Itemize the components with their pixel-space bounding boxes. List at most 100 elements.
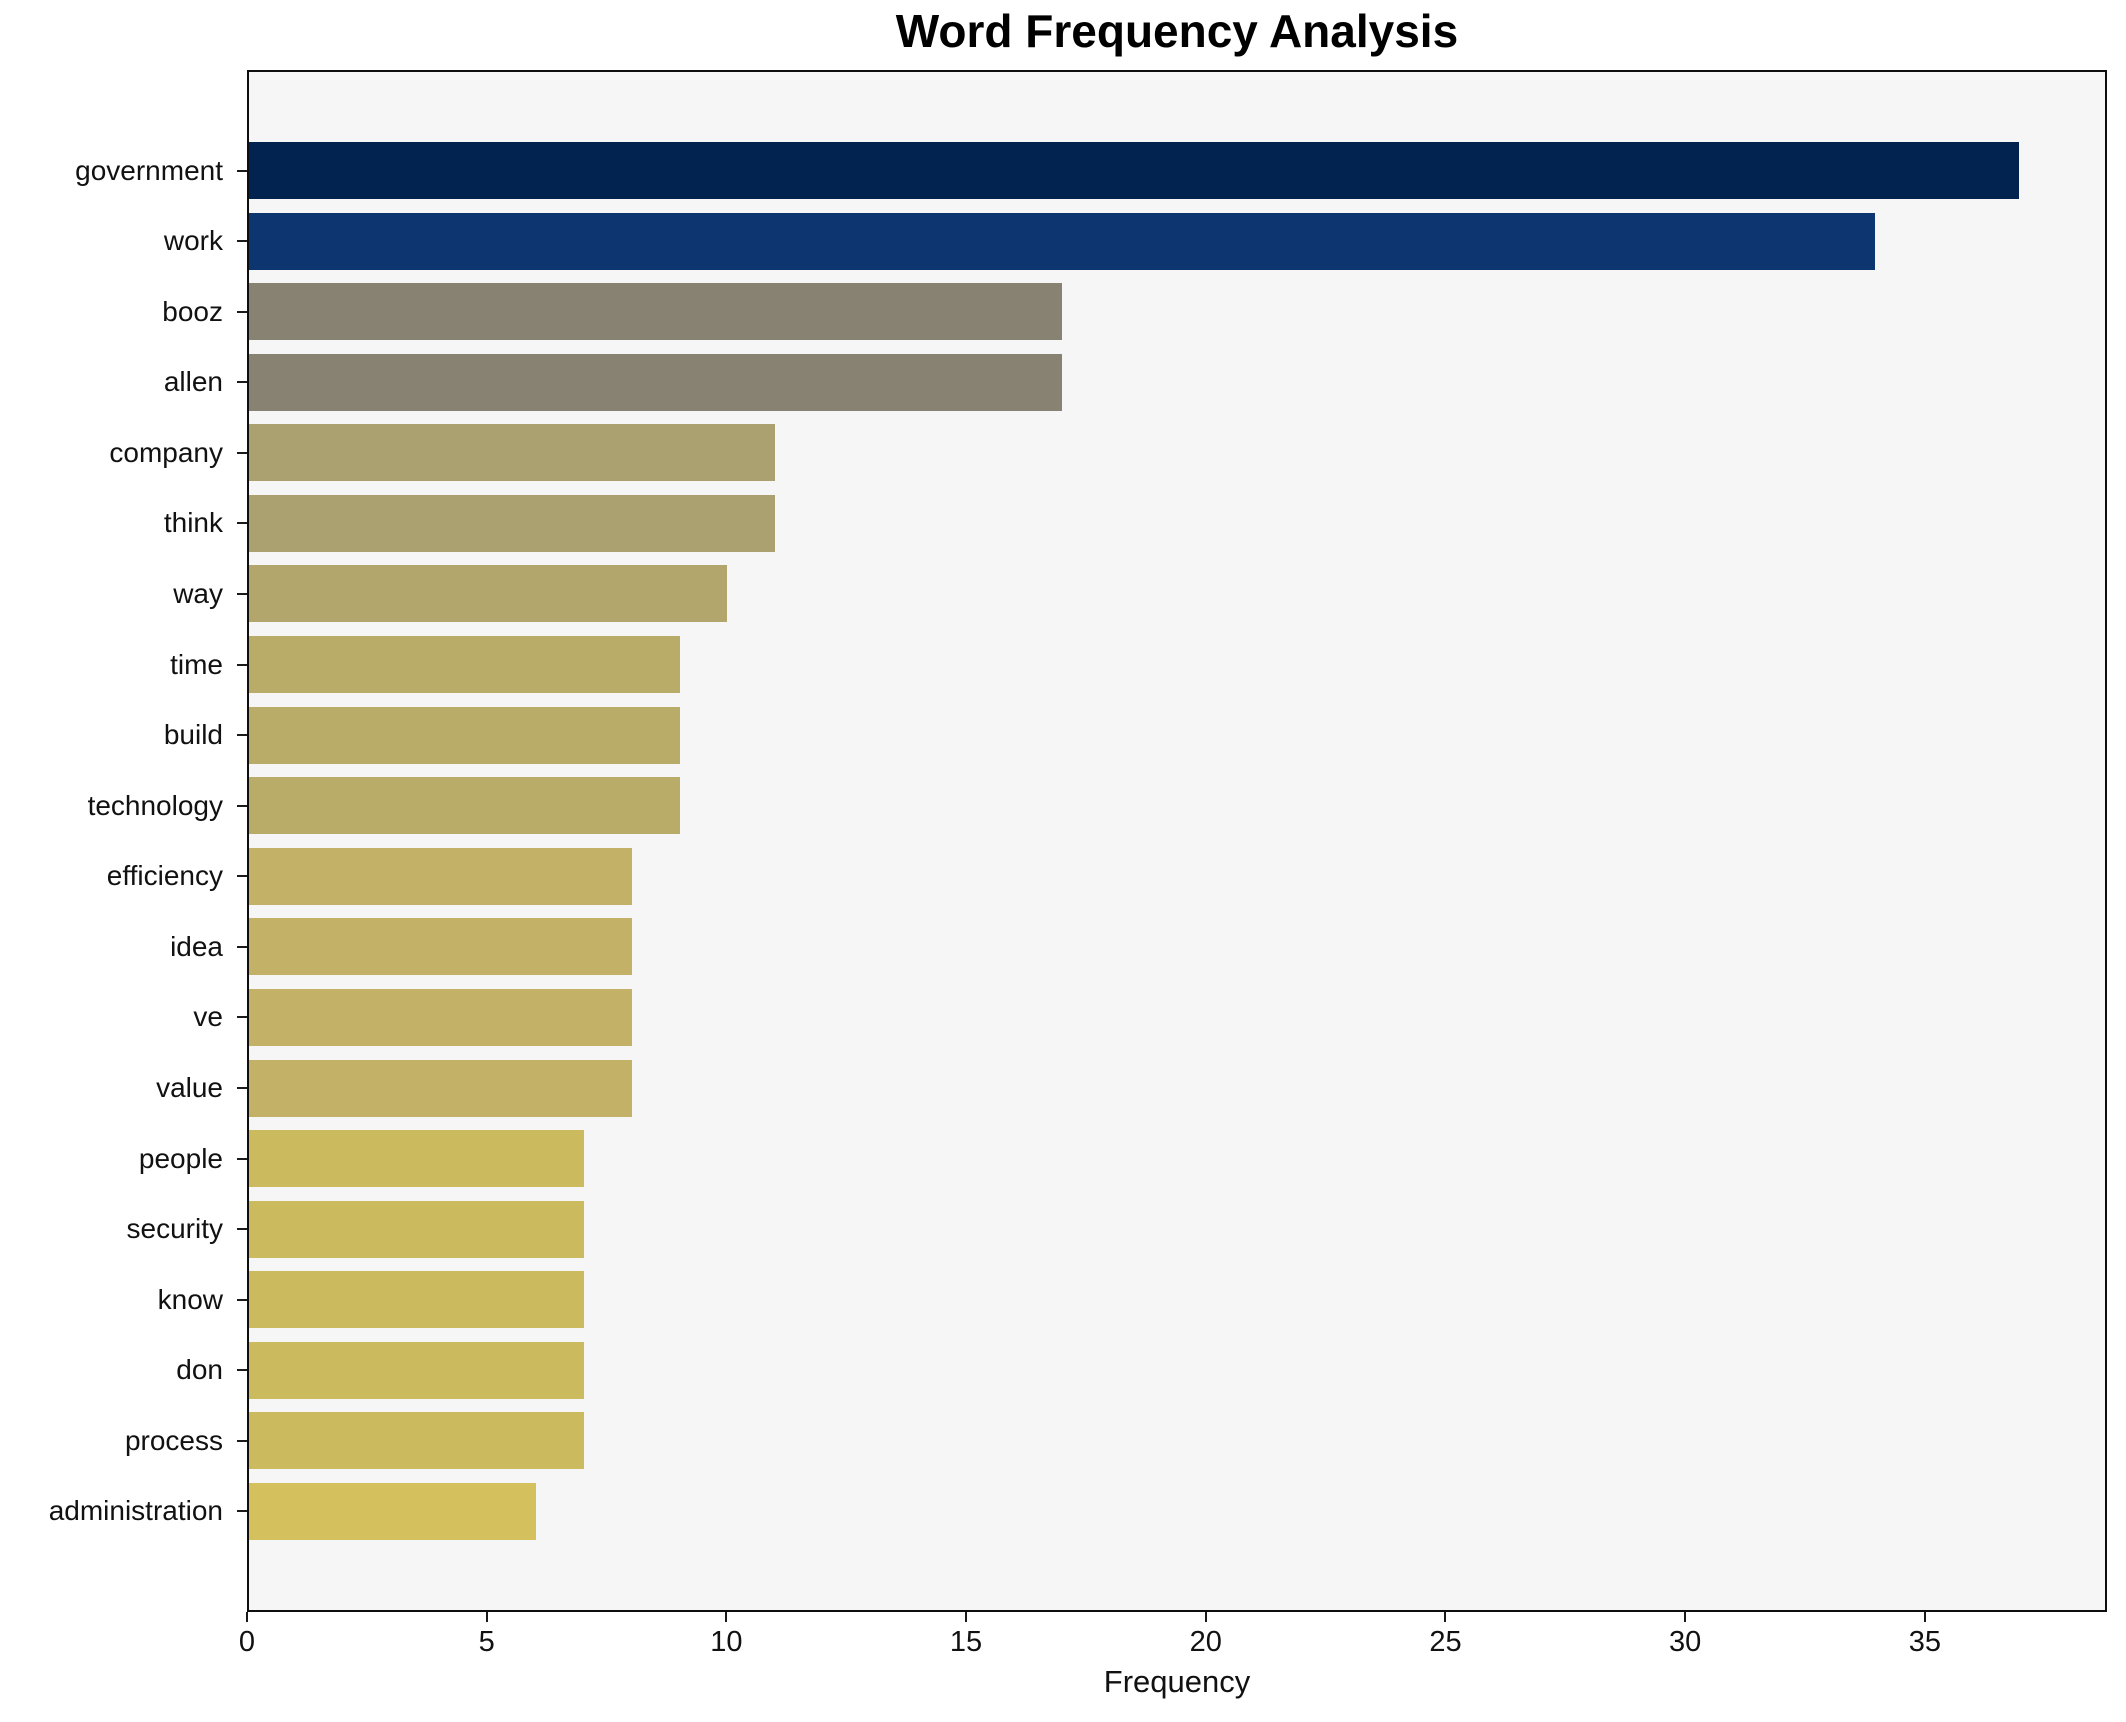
bar <box>249 1059 632 1117</box>
x-tick-mark <box>485 1612 488 1622</box>
x-axis: 0 5 10 15 20 25 30 35 <box>239 1612 2107 1672</box>
bars-area: government work booz allen company think way ti… <box>49 72 2105 1610</box>
y-tick-label: security <box>126 1213 223 1245</box>
y-tick-label: company <box>109 436 223 468</box>
y-tick-label: think <box>163 507 223 539</box>
bar <box>249 1200 584 1258</box>
bar-row: way <box>173 565 2105 623</box>
bar <box>249 988 632 1046</box>
y-tick-mark <box>237 169 247 172</box>
y-tick-mark <box>237 1369 247 1372</box>
bar-row: security <box>127 1200 2105 1258</box>
bar-row: company <box>109 424 2105 482</box>
y-tick-mark <box>237 875 247 878</box>
bar <box>249 353 1063 411</box>
bar <box>249 1130 584 1188</box>
y-tick-label: government <box>75 154 223 186</box>
y-tick-mark <box>237 592 247 595</box>
x-tick-mark <box>1444 1612 1447 1622</box>
y-tick-label: build <box>163 719 223 751</box>
y-tick-label: idea <box>170 930 223 962</box>
y-tick-mark <box>237 310 247 313</box>
x-tick-mark <box>1923 1612 1926 1622</box>
y-tick-label: time <box>170 648 223 680</box>
x-tick-label: 20 <box>1189 1626 1222 1658</box>
y-tick-label: booz <box>162 295 223 327</box>
bar <box>249 424 776 482</box>
plot-area: government work booz allen company think way ti… <box>49 70 2107 1612</box>
y-tick-label: way <box>173 577 223 609</box>
bar <box>249 847 632 905</box>
bar-row: think <box>164 494 2105 552</box>
bar <box>249 1341 584 1399</box>
chart-title: Word Frequency Analysis <box>895 5 1459 57</box>
y-tick-mark <box>237 804 247 807</box>
bar <box>249 283 1063 341</box>
bar <box>249 1482 536 1540</box>
bar-row: idea <box>170 918 2105 976</box>
x-tick-mark <box>1204 1612 1207 1622</box>
bar <box>249 777 680 835</box>
y-tick-mark <box>237 1510 247 1513</box>
y-tick-mark <box>237 522 247 525</box>
y-tick-label: technology <box>87 789 223 821</box>
x-tick-mark <box>725 1612 728 1622</box>
bar-row: administration <box>49 1482 2105 1540</box>
y-tick-label: know <box>157 1283 223 1315</box>
bar <box>249 706 680 764</box>
x-tick-label: 15 <box>949 1626 983 1658</box>
bar <box>249 142 2019 199</box>
bar-row: government <box>75 142 2105 199</box>
bar-row: value <box>156 1059 2105 1117</box>
y-tick-mark <box>237 1016 247 1019</box>
bar-row: know <box>158 1271 2105 1329</box>
bar-row: booz <box>162 283 2105 341</box>
y-tick-mark <box>237 240 247 243</box>
x-tick-label: 5 <box>478 1626 495 1658</box>
y-tick-label: allen <box>163 366 223 398</box>
bar <box>249 1412 584 1470</box>
x-axis-label: Frequency <box>1103 1664 1251 1699</box>
bar-row: process <box>125 1412 2105 1470</box>
bar-row: work <box>164 212 2105 270</box>
bar-row: people <box>139 1130 2105 1188</box>
bar <box>249 494 776 552</box>
bar-row: time <box>170 636 2105 694</box>
y-tick-label: don <box>176 1354 223 1386</box>
y-tick-mark <box>237 1439 247 1442</box>
bar <box>249 636 680 694</box>
bar <box>249 212 1876 270</box>
y-tick-label: work <box>163 225 223 257</box>
x-tick-label: 10 <box>710 1626 743 1658</box>
y-tick-mark <box>237 1157 247 1160</box>
x-tick-mark <box>965 1612 968 1622</box>
bar-row: efficiency <box>107 847 2105 905</box>
y-tick-mark <box>237 734 247 737</box>
x-tick-label: 35 <box>1908 1626 1941 1658</box>
x-tick-label: 0 <box>238 1626 256 1658</box>
y-tick-mark <box>237 663 247 666</box>
y-tick-mark <box>237 945 247 948</box>
y-tick-mark <box>237 1228 247 1231</box>
y-tick-label: administration <box>48 1495 223 1527</box>
bar-row: allen <box>164 353 2105 411</box>
y-tick-label: value <box>156 1072 223 1104</box>
bar-row: technology <box>88 777 2105 835</box>
y-tick-label: process <box>124 1424 223 1456</box>
y-tick-label: people <box>138 1142 223 1174</box>
x-tick-mark <box>246 1612 248 1622</box>
bar <box>249 918 632 976</box>
bar <box>249 1271 584 1329</box>
y-tick-mark <box>237 1298 247 1301</box>
x-tick-label: 30 <box>1669 1626 1702 1658</box>
bar <box>249 565 728 623</box>
bar-row: don <box>176 1341 2105 1399</box>
x-tick-label: 25 <box>1429 1626 1462 1658</box>
y-tick-label: ve <box>193 1001 223 1033</box>
bar-row: ve <box>193 988 2105 1046</box>
y-tick-mark <box>237 451 247 454</box>
y-tick-mark <box>237 1087 247 1090</box>
bar-row: build <box>164 706 2105 764</box>
y-tick-label: efficiency <box>106 860 223 892</box>
